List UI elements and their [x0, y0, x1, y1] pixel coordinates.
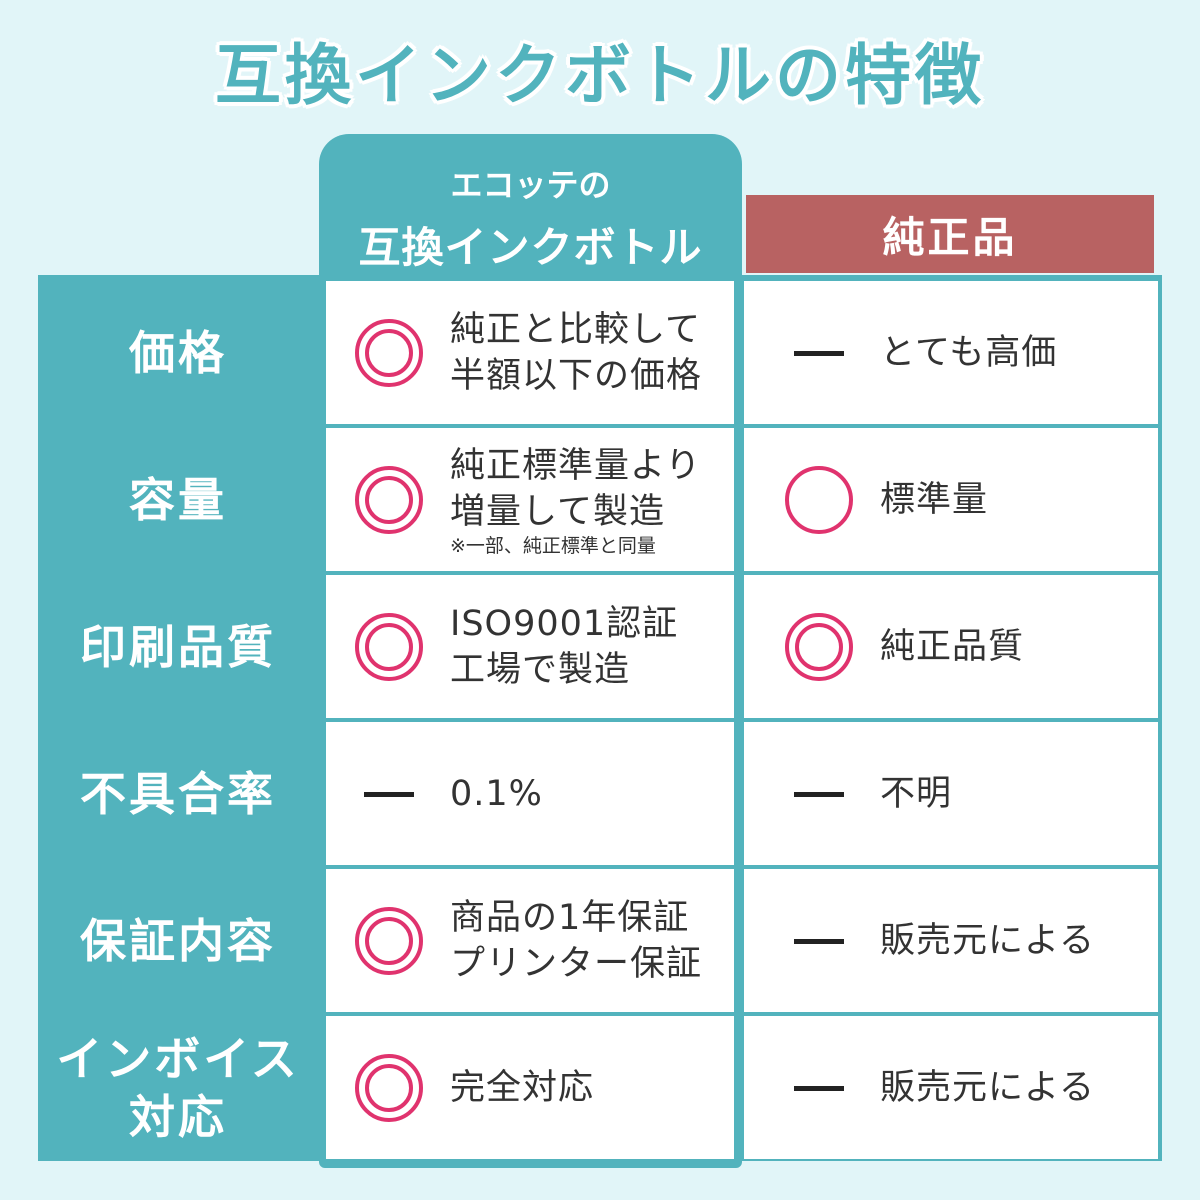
row-label-text: 不具合率 — [80, 766, 276, 821]
table-row: 価格 純正と比較して 半額以下の価格 とても高価 — [38, 281, 1162, 424]
row-label-text: 保証内容 — [80, 913, 276, 968]
cell-text-line: 半額以下の価格 — [450, 355, 703, 396]
row-label-text: 印刷品質 — [80, 619, 276, 674]
cell-text-line: 増量して製造 — [450, 491, 665, 532]
genuine-cell: 販売元による — [744, 1016, 1158, 1159]
cell-text-line: 販売元による — [880, 1067, 1095, 1108]
genuine-cell: とても高価 — [744, 281, 1158, 424]
dash-icon — [354, 759, 424, 829]
ecotte-header-line2: 互換インクボトル — [358, 223, 703, 272]
cell-text-line: ISO9001認証 — [450, 603, 679, 644]
footnote: ※一部、純正標準と同量 — [450, 534, 656, 557]
double-circle-icon — [784, 612, 854, 682]
row-label: 印刷品質 — [38, 575, 318, 718]
ecotte-cell: ISO9001認証 工場で製造 — [326, 575, 734, 718]
row-label: 容量 — [38, 428, 318, 571]
ecotte-cell: 商品の1年保証 プリンター保証 — [326, 869, 734, 1012]
cell-text-line: 0.1% — [450, 773, 543, 814]
dash-icon — [784, 906, 854, 976]
genuine-cell: 不明 — [744, 722, 1158, 865]
dash-icon — [784, 1053, 854, 1123]
ecotte-cell: 0.1% — [326, 722, 734, 865]
cell-text-line: 工場で製造 — [450, 649, 631, 690]
cell-text-line: 販売元による — [880, 920, 1095, 961]
row-label-text: 容量 — [129, 472, 227, 527]
double-circle-icon — [354, 465, 424, 535]
cell-text-line: 純正標準量より — [450, 445, 702, 486]
row-label: 不具合率 — [38, 722, 318, 865]
row-label-text: インボイス 対応 — [56, 1031, 300, 1144]
table-row: 保証内容 商品の1年保証 プリンター保証 販売元による — [38, 869, 1162, 1012]
cell-text-line: 完全対応 — [450, 1067, 595, 1108]
genuine-cell: 標準量 — [744, 428, 1158, 571]
table-row: 不具合率 0.1% 不明 — [38, 722, 1162, 865]
ecotte-cell: 純正と比較して 半額以下の価格 — [326, 281, 734, 424]
cell-text-line: 標準量 — [880, 479, 989, 520]
cell-text-line: プリンター保証 — [450, 943, 703, 984]
double-circle-icon — [354, 1053, 424, 1123]
row-label: 価格 — [38, 281, 318, 424]
double-circle-icon — [354, 318, 424, 388]
cell-text-line: 純正品質 — [880, 626, 1025, 667]
cell-text-line: とても高価 — [880, 332, 1058, 373]
genuine-cell: 純正品質 — [744, 575, 1158, 718]
circle-icon — [784, 465, 854, 535]
ecotte-column-header: エコッテの 互換インクボトル — [319, 134, 742, 284]
table-row: インボイス 対応 完全対応 販売元による — [38, 1016, 1162, 1159]
double-circle-icon — [354, 906, 424, 976]
dash-icon — [784, 318, 854, 388]
cell-text-line: 純正と比較して — [450, 309, 701, 350]
table-row: 印刷品質 ISO9001認証 工場で製造 純正品質 — [38, 575, 1162, 718]
row-label: 保証内容 — [38, 869, 318, 1012]
table-row: 容量 純正標準量より 増量して製造 ※一部、純正標準と同量 標準量 — [38, 428, 1162, 571]
cell-text-line: 不明 — [880, 773, 953, 814]
row-label-text: 価格 — [129, 325, 227, 380]
ecotte-header-line1: エコッテの — [450, 166, 611, 204]
ecotte-cell: 完全対応 — [326, 1016, 734, 1159]
cell-text-line: 商品の1年保証 — [450, 897, 690, 938]
row-label: インボイス 対応 — [38, 1016, 318, 1159]
genuine-column-header: 純正品 — [746, 195, 1154, 273]
double-circle-icon — [354, 612, 424, 682]
ecotte-cell: 純正標準量より 増量して製造 ※一部、純正標準と同量 — [326, 428, 734, 571]
page-title: 互換インクボトルの特徴 — [215, 37, 985, 114]
dash-icon — [784, 759, 854, 829]
genuine-cell: 販売元による — [744, 869, 1158, 1012]
